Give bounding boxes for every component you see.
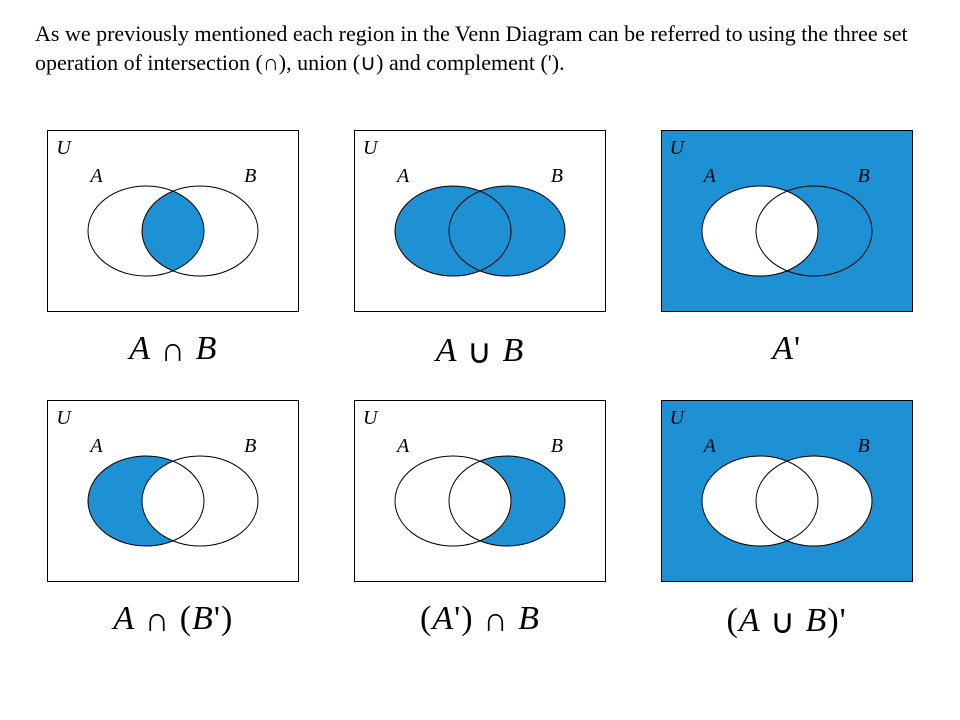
venn-panel-union: UA B — [354, 130, 606, 312]
label-A: A — [90, 435, 102, 458]
label-A: A — [704, 165, 716, 188]
label-U: U — [363, 407, 377, 430]
formula-intersection: A ∩ B — [40, 330, 307, 368]
label-U: U — [56, 137, 70, 160]
venn-panel-complement-union: UA B — [661, 400, 913, 582]
label-U: U — [363, 137, 377, 160]
label-B: B — [857, 165, 869, 188]
venn-cell-union: UA B A ∪ B — [347, 130, 614, 370]
label-U: U — [670, 137, 684, 160]
venn-panel-notA-and-B: UA B — [354, 400, 606, 582]
label-B: B — [244, 165, 256, 188]
label-U: U — [56, 407, 70, 430]
formula-notA-and-B: (A') ∩ B — [347, 600, 614, 638]
label-U: U — [670, 407, 684, 430]
label-A: A — [704, 435, 716, 458]
venn-panel-intersection: UA B — [47, 130, 299, 312]
venn-cell-notA-and-B: UA B (A') ∩ B — [347, 400, 614, 640]
venn-cell-A-and-notB: UA B A ∩ (B') — [40, 400, 307, 640]
venn-cell-complement-union: UA B (A ∪ B)' — [653, 400, 920, 640]
label-B: B — [244, 435, 256, 458]
venn-panel-complement-A: UA B — [661, 130, 913, 312]
venn-panel-A-and-notB: UA B — [47, 400, 299, 582]
formula-A-and-notB: A ∩ (B') — [40, 600, 307, 638]
venn-cell-intersection: UA B A ∩ B — [40, 130, 307, 370]
venn-cell-complement-A: UA B A' — [653, 130, 920, 370]
label-B: B — [551, 435, 563, 458]
label-A: A — [397, 165, 409, 188]
label-A: A — [397, 435, 409, 458]
label-B: B — [857, 435, 869, 458]
formula-complement-union: (A ∪ B)' — [653, 600, 920, 640]
label-B: B — [551, 165, 563, 188]
intro-text: As we previously mentioned each region i… — [35, 20, 915, 77]
formula-union: A ∪ B — [347, 330, 614, 370]
label-A: A — [90, 165, 102, 188]
formula-complement-A: A' — [653, 330, 920, 368]
diagram-grid: UABA ∩ B UABA ∪ B — [40, 130, 920, 640]
